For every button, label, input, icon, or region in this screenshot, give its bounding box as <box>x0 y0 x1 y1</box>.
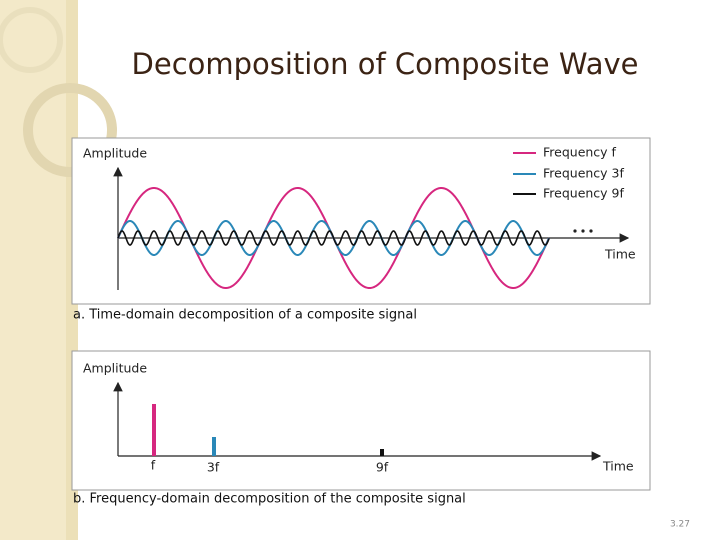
slide-title: Decomposition of Composite Wave <box>132 47 639 81</box>
panel-a <box>71 137 651 305</box>
legend-label: Frequency f <box>543 145 617 160</box>
panel-b <box>71 350 651 491</box>
y-axis-label: Amplitude <box>83 361 147 376</box>
ellipsis-dot <box>573 229 577 233</box>
spectrum-bar <box>152 404 156 456</box>
bar-label: f <box>151 458 156 473</box>
ellipsis-dot <box>581 229 585 233</box>
wave-9f <box>117 230 550 246</box>
slide-number: 3.27 <box>670 520 690 530</box>
caption: b. Frequency-domain decomposition of the… <box>73 492 466 507</box>
caption: a. Time-domain decomposition of a compos… <box>73 308 417 323</box>
bar-label: 3f <box>207 460 220 475</box>
decor-circle <box>23 83 117 177</box>
spectrum-bar <box>212 437 216 456</box>
bar-label: 9f <box>376 460 389 475</box>
y-axis-label: Amplitude <box>83 146 147 161</box>
spectrum-bar <box>380 449 384 456</box>
legend-label: Frequency 9f <box>543 186 625 201</box>
decor-circle <box>0 7 63 73</box>
x-axis-label: Time <box>602 459 634 474</box>
ellipsis-dot <box>589 229 593 233</box>
x-axis-label: Time <box>604 247 636 262</box>
legend-label: Frequency 3f <box>543 166 625 181</box>
